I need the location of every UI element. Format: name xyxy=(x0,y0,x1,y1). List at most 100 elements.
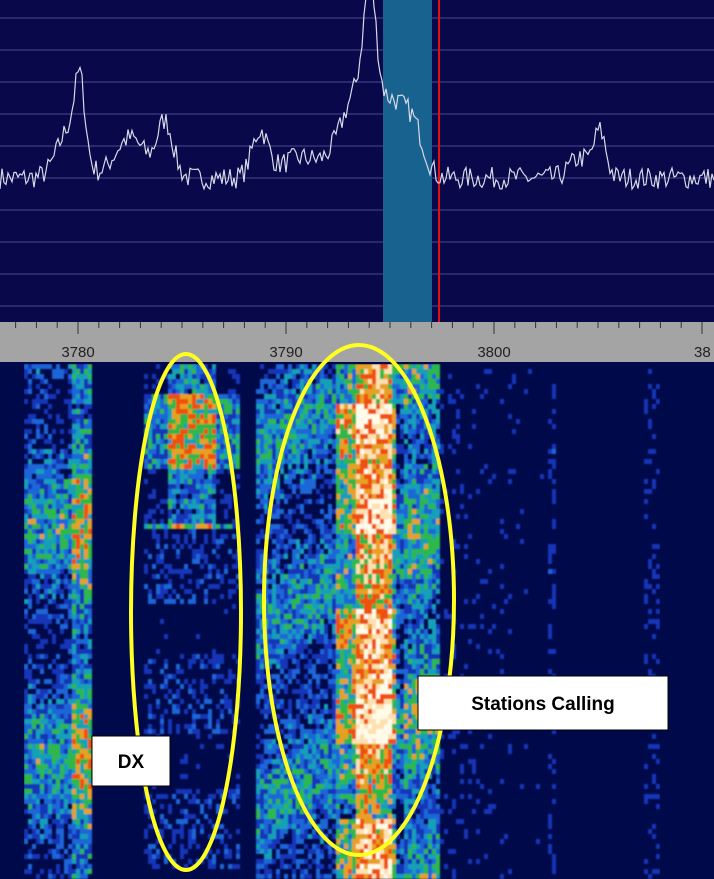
waterfall-cell xyxy=(312,619,316,624)
waterfall-cell xyxy=(60,579,64,584)
waterfall-cell xyxy=(296,554,300,559)
waterfall-cell xyxy=(320,379,324,384)
waterfall-cell xyxy=(436,474,440,479)
waterfall-cell xyxy=(52,669,56,674)
waterfall-cell xyxy=(216,539,220,544)
waterfall-cell xyxy=(656,609,660,614)
waterfall-cell xyxy=(24,599,28,604)
waterfall-cell xyxy=(48,544,52,549)
waterfall-cell xyxy=(380,694,384,699)
waterfall-cell xyxy=(324,694,328,699)
waterfall-cell xyxy=(408,599,412,604)
waterfall-cell xyxy=(164,679,168,684)
waterfall-cell xyxy=(308,694,312,699)
waterfall-cell xyxy=(64,464,68,469)
waterfall-cell xyxy=(436,519,440,524)
waterfall-cell xyxy=(296,524,300,529)
waterfall-cell xyxy=(256,414,260,419)
waterfall-cell xyxy=(88,414,92,419)
waterfall-cell xyxy=(144,694,148,699)
waterfall-cell xyxy=(392,394,396,399)
waterfall-cell xyxy=(52,479,56,484)
waterfall-cell xyxy=(300,709,304,714)
waterfall-cell xyxy=(408,619,412,624)
waterfall-cell xyxy=(68,589,72,594)
waterfall-cell xyxy=(288,714,292,719)
waterfall-cell xyxy=(300,559,304,564)
waterfall-cell xyxy=(320,529,324,534)
waterfall-cell xyxy=(148,659,152,664)
waterfall-cell xyxy=(344,709,348,714)
waterfall-cell xyxy=(328,514,332,519)
waterfall-cell xyxy=(24,549,28,554)
waterfall-cell xyxy=(28,599,32,604)
waterfall-cell xyxy=(456,514,460,519)
waterfall-cell xyxy=(176,694,180,699)
waterfall-cell xyxy=(284,474,288,479)
waterfall-cell xyxy=(344,559,348,564)
waterfall-cell xyxy=(392,429,396,434)
waterfall-cell xyxy=(436,509,440,514)
waterfall-cell xyxy=(312,699,316,704)
waterfall-cell xyxy=(264,459,268,464)
waterfall-cell xyxy=(324,579,328,584)
waterfall-cell xyxy=(292,474,296,479)
waterfall-cell xyxy=(416,389,420,394)
waterfall-cell xyxy=(48,514,52,519)
waterfall-cell xyxy=(336,579,340,584)
waterfall-cell xyxy=(380,709,384,714)
waterfall-cell xyxy=(176,454,180,459)
waterfall-cell xyxy=(176,509,180,514)
waterfall-cell xyxy=(344,599,348,604)
waterfall-cell xyxy=(360,564,364,569)
waterfall-cell xyxy=(312,384,316,389)
waterfall-cell xyxy=(548,559,552,564)
waterfall-cell xyxy=(160,424,164,429)
waterfall-cell xyxy=(24,584,28,589)
waterfall-cell xyxy=(156,704,160,709)
waterfall-cell xyxy=(552,389,556,394)
waterfall-cell xyxy=(380,489,384,494)
waterfall-cell xyxy=(36,404,40,409)
waterfall-cell xyxy=(384,524,388,529)
waterfall-cell xyxy=(336,424,340,429)
waterfall-cell xyxy=(312,449,316,454)
waterfall-cell xyxy=(404,704,408,709)
waterfall-cell xyxy=(88,669,92,674)
waterfall-cell xyxy=(224,414,228,419)
waterfall-cell xyxy=(276,444,280,449)
waterfall-cell xyxy=(44,394,48,399)
waterfall-cell xyxy=(368,419,372,424)
waterfall-cell xyxy=(84,419,88,424)
waterfall-cell xyxy=(412,499,416,504)
waterfall-cell xyxy=(148,669,152,674)
waterfall-cell xyxy=(388,399,392,404)
waterfall-cell xyxy=(368,594,372,599)
waterfall-cell xyxy=(312,704,316,709)
waterfall-cell xyxy=(212,549,216,554)
waterfall-cell xyxy=(76,504,80,509)
waterfall-cell xyxy=(88,494,92,499)
waterfall-cell xyxy=(432,394,436,399)
waterfall-cell xyxy=(228,494,232,499)
waterfall-cell xyxy=(300,379,304,384)
waterfall-cell xyxy=(320,389,324,394)
waterfall-cell xyxy=(272,554,276,559)
waterfall-cell xyxy=(384,444,388,449)
waterfall-cell xyxy=(288,494,292,499)
waterfall-cell xyxy=(176,439,180,444)
waterfall-cell xyxy=(360,699,364,704)
waterfall-cell xyxy=(404,654,408,659)
waterfall-cell xyxy=(300,544,304,549)
waterfall-cell xyxy=(56,479,60,484)
waterfall-cell xyxy=(344,444,348,449)
waterfall-cell xyxy=(348,634,352,639)
waterfall-cell xyxy=(332,709,336,714)
waterfall-cell xyxy=(40,694,44,699)
waterfall-cell xyxy=(76,464,80,469)
waterfall-cell xyxy=(328,549,332,554)
waterfall-cell xyxy=(364,394,368,399)
waterfall-cell xyxy=(424,489,428,494)
waterfall-cell xyxy=(256,474,260,479)
waterfall-cell xyxy=(304,419,308,424)
